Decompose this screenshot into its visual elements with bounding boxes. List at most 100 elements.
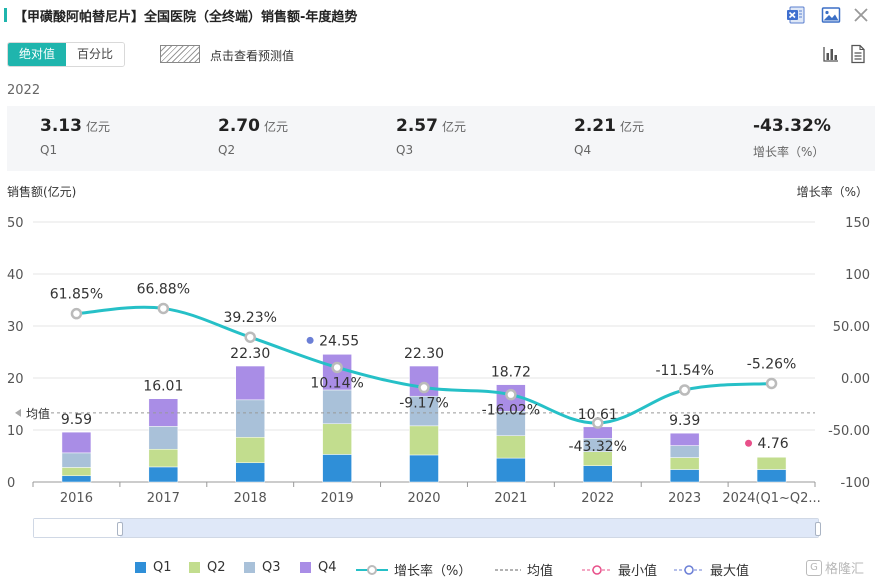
toggle-absolute-button[interactable]: 绝对值 bbox=[8, 43, 67, 66]
bar-segment-q2 bbox=[669, 457, 700, 470]
x-tick-label: 2017 bbox=[147, 491, 180, 506]
summary-label: Q3 bbox=[396, 143, 414, 157]
summary-value: 2.21 bbox=[574, 116, 616, 136]
bar-segment-q4 bbox=[235, 365, 265, 401]
bar-segment-q1 bbox=[322, 454, 352, 483]
bar-segment-q2 bbox=[496, 435, 526, 459]
bar-segment-q4 bbox=[409, 365, 439, 397]
bar-segment-q2 bbox=[235, 437, 265, 464]
toggle-percent-button[interactable]: 百分比 bbox=[66, 43, 125, 66]
summary-q2: 2.70 亿元 Q2 bbox=[218, 116, 288, 157]
bar-segment-q3 bbox=[409, 395, 439, 427]
legend-label: 最大值 bbox=[710, 564, 750, 579]
y-tick-label: 10 bbox=[7, 424, 24, 439]
y2-tick-label: 50.00 bbox=[833, 320, 870, 335]
bar-total-label: 22.30 bbox=[230, 346, 270, 362]
title-bar: 【甲磺酸阿帕替尼片】全国医院（全终端）销售额-年度趋势 bbox=[0, 0, 876, 30]
bar-segment-q1 bbox=[496, 457, 526, 483]
legend-swatch bbox=[135, 562, 146, 573]
y-tick-label: 20 bbox=[7, 372, 24, 387]
summary-unit: 亿元 bbox=[441, 120, 466, 134]
y2-tick-label: -100 bbox=[840, 476, 870, 491]
bar-segment-q1 bbox=[61, 475, 92, 483]
x-tick-label: 2023 bbox=[668, 491, 701, 506]
slider-selected-range[interactable] bbox=[120, 519, 818, 537]
bar-segment-q1 bbox=[756, 469, 787, 483]
summary-value: 3.13 bbox=[40, 116, 82, 136]
bar-total-label: 16.01 bbox=[143, 379, 183, 395]
summary-unit: 亿元 bbox=[263, 120, 288, 134]
growth-point bbox=[331, 361, 343, 374]
bar-segment-q1 bbox=[148, 466, 179, 483]
slider-unselected bbox=[34, 519, 120, 537]
summary-q3: 2.57 亿元 Q3 bbox=[396, 116, 466, 157]
max-value-marker bbox=[306, 336, 314, 344]
legend-dash-marker bbox=[495, 568, 521, 571]
y-tick-label: 50 bbox=[7, 216, 24, 231]
growth-point bbox=[157, 302, 170, 315]
bar-total-label: 9.39 bbox=[669, 413, 700, 429]
bar-total-label: 10.61 bbox=[578, 407, 618, 423]
max-value-label: 24.55 bbox=[319, 333, 359, 349]
y2-tick-label: 100 bbox=[845, 268, 870, 283]
legend-item-min[interactable]: 最小值 bbox=[582, 560, 657, 579]
summary-unit: 亿元 bbox=[619, 120, 644, 134]
legend-item-max[interactable]: 最大值 bbox=[674, 560, 749, 579]
legend-item-q2[interactable]: Q2 bbox=[189, 560, 226, 575]
bar-segment-q3 bbox=[235, 399, 265, 438]
sales-trend-chart: 0 -100 10 -50.00 20 0.00 30 50.00 40 100 50 150 2016… bbox=[7, 216, 870, 506]
growth-label: -16.02% bbox=[482, 403, 540, 419]
forecast-pattern-swatch[interactable] bbox=[160, 45, 200, 63]
bar-total-label: 9.59 bbox=[61, 412, 92, 428]
legend-min-marker bbox=[582, 564, 612, 575]
legend-label: Q1 bbox=[153, 560, 172, 575]
summary-label: 增长率（%） bbox=[753, 145, 825, 159]
excel-export-icon[interactable] bbox=[786, 5, 806, 25]
range-slider[interactable] bbox=[33, 518, 821, 538]
legend-item-q1[interactable]: Q1 bbox=[135, 560, 172, 575]
growth-point bbox=[592, 417, 604, 429]
y2-tick-label: 150 bbox=[845, 216, 870, 231]
legend-item-q4[interactable]: Q4 bbox=[300, 560, 337, 575]
bar-segment-q1 bbox=[235, 462, 265, 483]
slider-right-handle[interactable] bbox=[815, 522, 821, 536]
slider-left-handle[interactable] bbox=[117, 522, 123, 536]
title-accent bbox=[4, 8, 7, 22]
bar-total-label: 18.72 bbox=[491, 365, 531, 381]
bar-total-label: 22.30 bbox=[404, 346, 444, 362]
bar-segment-q2 bbox=[322, 423, 352, 455]
watermark-icon: G bbox=[806, 559, 822, 576]
legend-label: Q3 bbox=[262, 560, 281, 575]
chart-legend: Q1 Q2 Q3 Q4 增长率（%） 均值 最小值 bbox=[0, 560, 876, 582]
summary-growth: -43.32% 增长率（%） bbox=[753, 116, 831, 160]
forecast-toggle-link[interactable]: 点击查看预测值 bbox=[210, 49, 295, 63]
bar-segment-q2 bbox=[756, 456, 787, 470]
x-tick-label: 2022 bbox=[581, 491, 614, 506]
summary-label: Q1 bbox=[40, 143, 58, 157]
average-label: 均值 bbox=[26, 406, 50, 421]
bar-segment-q2 bbox=[148, 448, 179, 468]
y2-axis-title: 增长率（%） bbox=[796, 185, 868, 199]
legend-label: Q4 bbox=[318, 560, 337, 575]
close-icon[interactable] bbox=[851, 5, 871, 25]
legend-label: 增长率（%） bbox=[394, 564, 472, 579]
summary-q4: 2.21 亿元 Q4 bbox=[574, 116, 644, 157]
legend-line-marker bbox=[356, 564, 388, 575]
legend-label: 均值 bbox=[527, 564, 554, 579]
bar-segment-q2 bbox=[61, 467, 92, 477]
y-tick-label: 30 bbox=[7, 320, 24, 335]
growth-label: -43.32% bbox=[569, 439, 627, 455]
bar-segment-q3 bbox=[148, 426, 179, 450]
bar-chart-icon[interactable] bbox=[822, 44, 840, 64]
summary-unit: 亿元 bbox=[85, 120, 110, 134]
average-marker bbox=[15, 408, 21, 417]
data-table-icon[interactable] bbox=[849, 44, 867, 64]
growth-label: 39.23% bbox=[224, 310, 277, 326]
legend-item-q3[interactable]: Q3 bbox=[244, 560, 281, 575]
watermark-logo: G 格隆汇 bbox=[806, 558, 864, 577]
image-export-icon[interactable] bbox=[821, 5, 841, 25]
growth-label: 61.85% bbox=[50, 287, 103, 303]
legend-item-growth[interactable]: 增长率（%） bbox=[356, 560, 471, 579]
legend-item-average[interactable]: 均值 bbox=[495, 560, 553, 579]
growth-point bbox=[70, 307, 83, 320]
